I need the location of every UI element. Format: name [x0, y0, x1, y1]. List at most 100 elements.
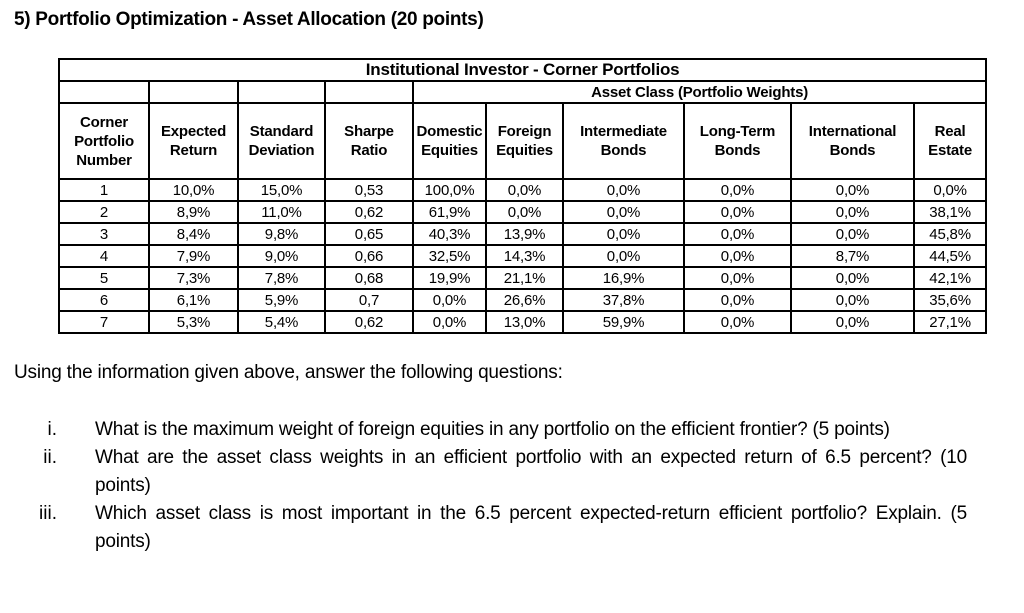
table-cell: 7,3%: [148, 266, 239, 290]
intro-text: Using the information given above, answe…: [14, 362, 563, 383]
group-header-row: Asset Class (Portfolio Weights): [58, 80, 988, 104]
column-header-long-term-bonds: Long-Term Bonds: [683, 102, 792, 180]
empty-cell: [148, 80, 239, 104]
empty-cell: [58, 80, 150, 104]
table-cell: 7,8%: [237, 266, 326, 290]
table-cell: 16,9%: [562, 266, 685, 290]
table-cell: 59,9%: [562, 310, 685, 334]
table-cell: 6,1%: [148, 288, 239, 312]
table-cell: 0,0%: [683, 266, 792, 290]
table-cell: 8,9%: [148, 200, 239, 224]
corner-portfolios-table: Institutional Investor - Corner Portfoli…: [57, 58, 988, 334]
table-cell: 0,0%: [683, 244, 792, 268]
question-item-i: i. What is the maximum weight of foreign…: [0, 416, 1024, 444]
column-header-sharpe-ratio: Sharpe Ratio: [324, 102, 414, 180]
table-cell: 0,0%: [412, 288, 487, 312]
table-cell: 0,62: [324, 310, 414, 334]
table-cell: 2: [58, 200, 150, 224]
table-cell: 27,1%: [912, 310, 988, 334]
table-cell: 0,0%: [912, 178, 988, 202]
table-row: 7 5,3% 5,4% 0,62 0,0% 13,0% 59,9% 0,0% 0,0% 27,1%: [58, 310, 988, 334]
table-row: 5 7,3% 7,8% 0,68 19,9% 21,1% 16,9% 0,0% 0,0% 42,1…: [58, 266, 988, 290]
table-cell: 13,0%: [485, 310, 564, 334]
table-cell: 3: [58, 222, 150, 246]
table-cell: 0,68: [324, 266, 414, 290]
table-cell: 5,3%: [148, 310, 239, 334]
table-cell: 35,6%: [912, 288, 988, 312]
table-cell: 6: [58, 288, 150, 312]
column-header-standard-deviation: Standard Deviation: [237, 102, 326, 180]
table-cell: 0,0%: [683, 222, 792, 246]
table-cell: 0,0%: [790, 310, 915, 334]
corner-portfolios-table-wrapper: Institutional Investor - Corner Portfoli…: [57, 58, 1024, 334]
table-cell: 0,0%: [562, 200, 685, 224]
table-cell: 0,0%: [683, 200, 792, 224]
column-header-real-estate: Real Estate: [912, 102, 988, 180]
question-list: i. What is the maximum weight of foreign…: [0, 416, 1024, 556]
table-title: Institutional Investor - Corner Portfoli…: [57, 58, 988, 82]
table-cell: 100,0%: [412, 178, 487, 202]
empty-cell: [324, 80, 414, 104]
table-cell: 0,0%: [485, 178, 564, 202]
table-cell: 7,9%: [148, 244, 239, 268]
table-cell: 19,9%: [412, 266, 487, 290]
table-cell: 38,1%: [912, 200, 988, 224]
table-cell: 40,3%: [412, 222, 487, 246]
asset-class-group-header: Asset Class (Portfolio Weights): [411, 80, 988, 104]
table-cell: 42,1%: [912, 266, 988, 290]
table-row: 4 7,9% 9,0% 0,66 32,5% 14,3% 0,0% 0,0% 8,7% 44,5%: [58, 244, 988, 268]
table-cell: 21,1%: [485, 266, 564, 290]
table-cell: 32,5%: [412, 244, 487, 268]
table-cell: 0,53: [324, 178, 414, 202]
column-header-international-bonds: International Bonds: [790, 102, 915, 180]
table-cell: 0,0%: [562, 222, 685, 246]
table-cell: 37,8%: [562, 288, 685, 312]
column-header-corner-portfolio-number: Corner Portfolio Number: [58, 102, 150, 180]
table-cell: 44,5%: [912, 244, 988, 268]
empty-cell: [237, 80, 326, 104]
question-item-iii: iii. Which asset class is most important…: [0, 500, 1024, 556]
table-cell: 61,9%: [412, 200, 487, 224]
table-cell: 8,7%: [790, 244, 915, 268]
table-cell: 11,0%: [237, 200, 326, 224]
table-cell: 0,0%: [683, 288, 792, 312]
column-header-row: Corner Portfolio Number Expected Return …: [58, 102, 988, 180]
table-cell: 5,4%: [237, 310, 326, 334]
table-cell: 0,65: [324, 222, 414, 246]
table-cell: 5,9%: [237, 288, 326, 312]
table-cell: 5: [58, 266, 150, 290]
table-row: 6 6,1% 5,9% 0,7 0,0% 26,6% 37,8% 0,0% 0,0% 35,6%: [58, 288, 988, 312]
column-header-intermediate-bonds: Intermediate Bonds: [562, 102, 685, 180]
question-text: Which asset class is most important in t…: [95, 503, 967, 552]
column-header-foreign-equities: Foreign Equities: [485, 102, 564, 180]
question-marker: i.: [47, 419, 58, 440]
table-cell: 0,0%: [790, 288, 915, 312]
table-cell: 0,0%: [485, 200, 564, 224]
column-header-domestic-equities: Domestic Equities: [412, 102, 487, 180]
table-cell: 10,0%: [148, 178, 239, 202]
table-cell: 9,0%: [237, 244, 326, 268]
table-cell: 8,4%: [148, 222, 239, 246]
table-cell: 1: [58, 178, 150, 202]
table-cell: 0,0%: [562, 244, 685, 268]
column-header-expected-return: Expected Return: [148, 102, 239, 180]
table-cell: 0,7: [324, 288, 414, 312]
table-row: 2 8,9% 11,0% 0,62 61,9% 0,0% 0,0% 0,0% 0,0% 38,1%: [58, 200, 988, 224]
table-cell: 0,66: [324, 244, 414, 268]
table-cell: 13,9%: [485, 222, 564, 246]
table-cell: 45,8%: [912, 222, 988, 246]
table-cell: 0,0%: [790, 178, 915, 202]
table-row: 1 10,0% 15,0% 0,53 100,0% 0,0% 0,0% 0,0% 0,0% 0,0…: [58, 178, 988, 202]
table-cell: 7: [58, 310, 150, 334]
table-cell: 0,0%: [412, 310, 487, 334]
question-marker: ii.: [43, 447, 57, 468]
question-text: What is the maximum weight of foreign eq…: [95, 419, 890, 440]
table-cell: 14,3%: [485, 244, 564, 268]
question-text: What are the asset class weights in an e…: [95, 447, 967, 496]
question-marker: iii.: [39, 503, 57, 524]
table-cell: 15,0%: [237, 178, 326, 202]
table-title-row: Institutional Investor - Corner Portfoli…: [57, 58, 988, 82]
table-cell: 0,0%: [790, 200, 915, 224]
table-cell: 0,0%: [683, 310, 792, 334]
table-cell: 26,6%: [485, 288, 564, 312]
